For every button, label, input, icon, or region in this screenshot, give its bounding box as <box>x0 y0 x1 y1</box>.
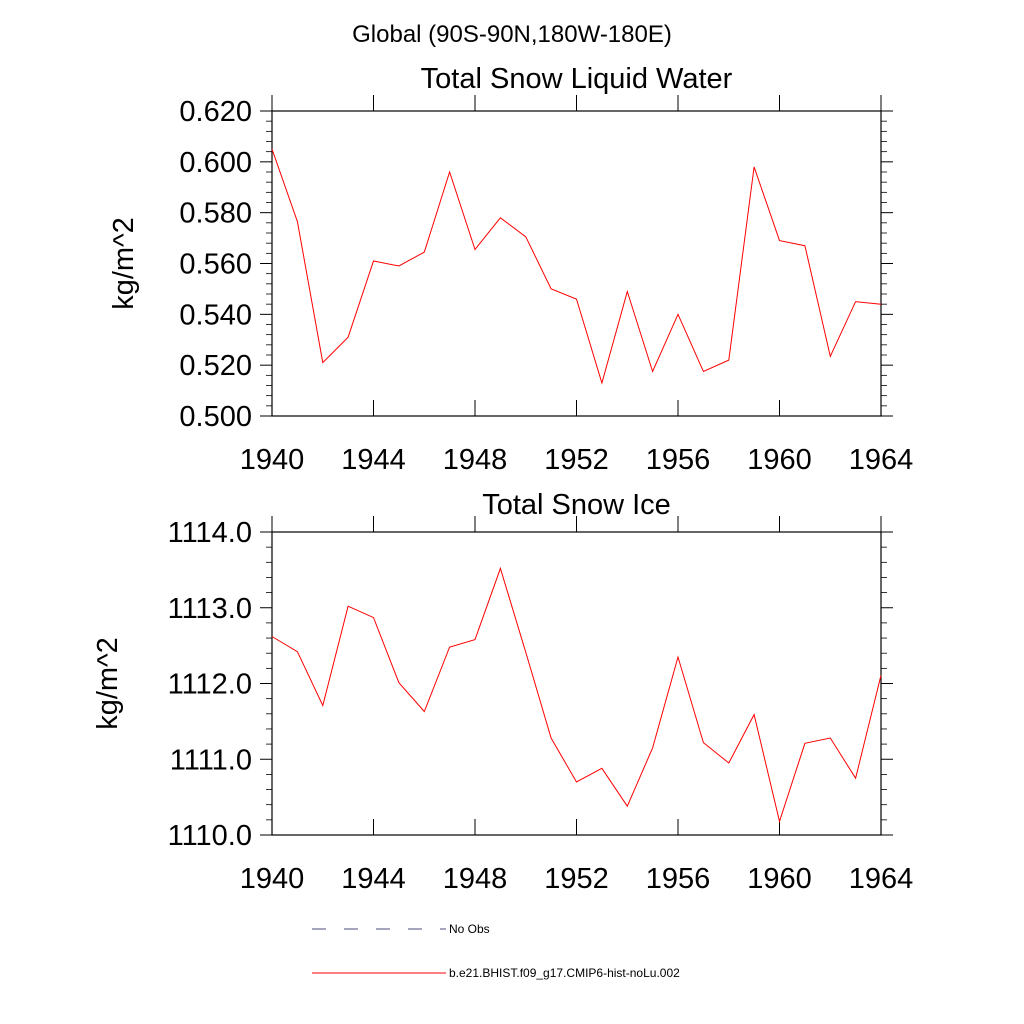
figure-main-title: Global (90S-90N,180W-180E) <box>352 21 672 48</box>
x-tick-label: 1956 <box>646 444 711 476</box>
x-tick-label: 1952 <box>544 863 609 895</box>
y-tick-label: 1111.0 <box>170 744 252 776</box>
y-axis-label: kg/m^2 <box>92 637 124 730</box>
chart-title: Total Snow Liquid Water <box>421 63 733 95</box>
y-tick-label: 0.600 <box>179 147 252 179</box>
x-tick-label: 1944 <box>341 863 406 895</box>
chart-title: Total Snow Ice <box>482 489 671 521</box>
x-tick-label: 1952 <box>544 444 609 476</box>
x-tick-label: 1940 <box>240 863 305 895</box>
y-tick-label: 0.500 <box>179 401 252 433</box>
legend: No Obs b.e21.BHIST.f09_g17.CMIP6-hist-noL… <box>312 922 680 980</box>
x-tick-label: 1948 <box>443 863 508 895</box>
x-tick-label: 1948 <box>443 444 508 476</box>
chart-panels: Total Snow Liquid Water 1940 1944 1948 1952 1… <box>92 63 913 895</box>
x-tick-label: 1964 <box>849 863 914 895</box>
y-tick-label: 1110.0 <box>168 820 252 852</box>
x-tick-label: 1960 <box>747 863 812 895</box>
series-line <box>271 148 882 385</box>
y-axis-label: kg/m^2 <box>108 217 140 310</box>
x-tick-label: 1964 <box>849 444 914 476</box>
legend-label: No Obs <box>449 922 490 936</box>
chart-panel: Total Snow Liquid Water 1940 1944 1948 1952 1… <box>108 63 913 476</box>
y-tick-label: 1114.0 <box>168 517 252 549</box>
y-tick-label: 0.560 <box>179 249 252 281</box>
x-tick-label: 1940 <box>240 444 305 476</box>
x-tick-label: 1956 <box>646 863 711 895</box>
y-tick-label: 0.520 <box>179 350 252 382</box>
y-tick-label: 0.580 <box>179 198 252 230</box>
y-tick-label: 0.620 <box>179 96 252 128</box>
y-tick-label: 1112.0 <box>168 669 252 701</box>
plot-frame <box>271 110 882 417</box>
y-tick-label: 1113.0 <box>168 593 252 625</box>
legend-label: b.e21.BHIST.f09_g17.CMIP6-hist-noLu.002 <box>449 966 680 980</box>
chart-panel: Total Snow Ice 1940 1944 1948 1952 1956 1960 19… <box>92 489 913 895</box>
x-tick-label: 1944 <box>341 444 406 476</box>
series-line <box>271 566 882 824</box>
x-tick-label: 1960 <box>747 444 812 476</box>
y-tick-label: 0.540 <box>179 299 252 331</box>
